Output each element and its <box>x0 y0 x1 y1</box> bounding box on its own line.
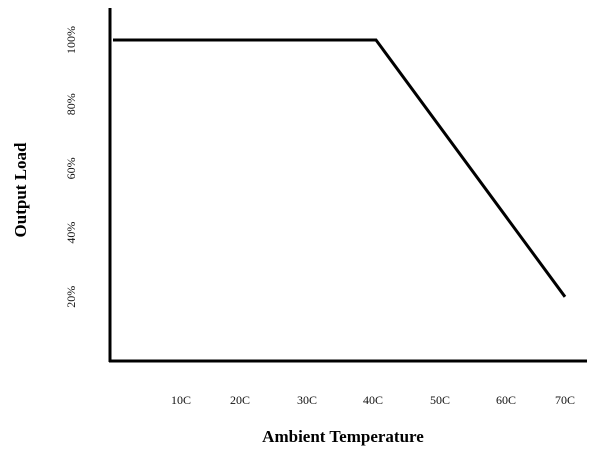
x-tick-label: 70C <box>555 393 575 407</box>
y-tick-label: 20% <box>64 286 78 308</box>
x-tick-label: 30C <box>297 393 317 407</box>
x-tick-label: 10C <box>171 393 191 407</box>
series-group <box>113 38 567 298</box>
y-tick-label: 60% <box>64 157 78 179</box>
x-axis-label: Ambient Temperature <box>262 427 424 446</box>
y-tick-label: 40% <box>64 222 78 244</box>
x-tick-label: 60C <box>496 393 516 407</box>
x-tick-label: 50C <box>430 393 450 407</box>
x-tick-label: 40C <box>363 393 383 407</box>
series-line <box>113 38 567 298</box>
x-tick-labels: 10C 20C 30C 40C 50C 60C 70C <box>171 393 575 407</box>
y-tick-label: 100% <box>64 26 78 54</box>
y-tick-labels: 20% 40% 60% 80% 100% <box>64 26 78 308</box>
y-tick-label: 80% <box>64 93 78 115</box>
y-axis-label: Output Load <box>11 142 30 237</box>
x-tick-label: 20C <box>230 393 250 407</box>
